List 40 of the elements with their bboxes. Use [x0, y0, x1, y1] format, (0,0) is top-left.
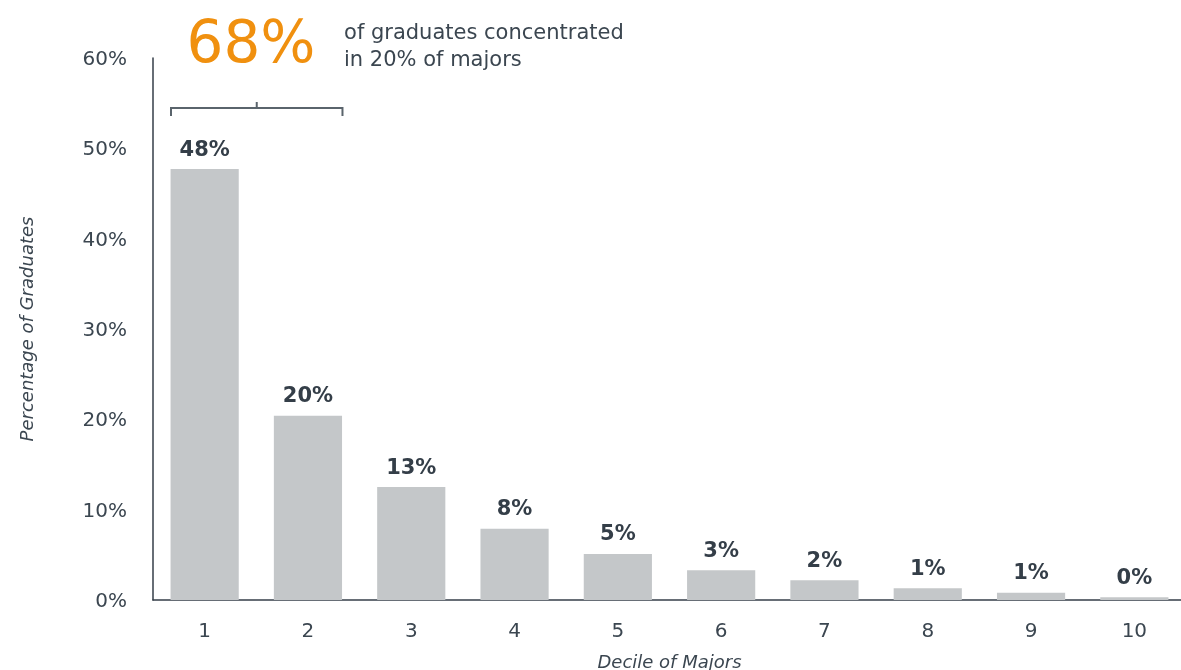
x-tick-label: 9	[1024, 618, 1038, 642]
data-label: 3%	[703, 537, 739, 562]
x-tick-label: 5	[611, 618, 625, 642]
bar	[273, 415, 343, 600]
data-label: 1%	[1013, 560, 1049, 585]
x-tick-label: 2	[301, 618, 315, 642]
data-label: 5%	[600, 521, 636, 546]
x-tick-label: 6	[714, 618, 728, 642]
bar	[1100, 597, 1169, 600]
x-tick-label: 8	[921, 618, 935, 642]
bar	[480, 528, 549, 600]
data-label: 2%	[806, 547, 843, 572]
data-label: 48%	[179, 136, 230, 161]
x-tick-label: 7	[818, 618, 831, 642]
bar	[893, 588, 962, 600]
y-axis-title: Percentage of Graduates	[15, 216, 37, 442]
data-label: 1%	[909, 555, 946, 580]
y-tick-label: 0%	[95, 588, 127, 612]
y-tick-label: 40%	[82, 226, 127, 251]
x-tick-label: 4	[508, 618, 521, 642]
data-label: 0%	[1116, 564, 1153, 589]
y-tick-label: 50%	[82, 136, 127, 161]
y-tick-label: 10%	[82, 497, 127, 522]
bar	[583, 553, 652, 600]
bar	[170, 169, 239, 600]
bar	[790, 580, 859, 600]
x-tick-label: 1	[198, 618, 212, 642]
y-tick-label: 30%	[82, 317, 127, 341]
data-label: 8%	[496, 496, 533, 521]
bar	[377, 487, 446, 600]
bar	[996, 592, 1066, 600]
annotation: 68%	[186, 8, 316, 76]
x-tick-label: 10	[1121, 618, 1148, 642]
annotation: of graduates concentrated in 20% of majors	[344, 19, 624, 71]
y-tick-label: 60%	[82, 46, 127, 70]
x-tick-label: 3	[404, 618, 418, 642]
data-label: 13%	[386, 454, 437, 479]
y-tick-label: 20%	[82, 407, 127, 432]
data-label: 20%	[282, 383, 334, 408]
bar	[687, 570, 756, 600]
